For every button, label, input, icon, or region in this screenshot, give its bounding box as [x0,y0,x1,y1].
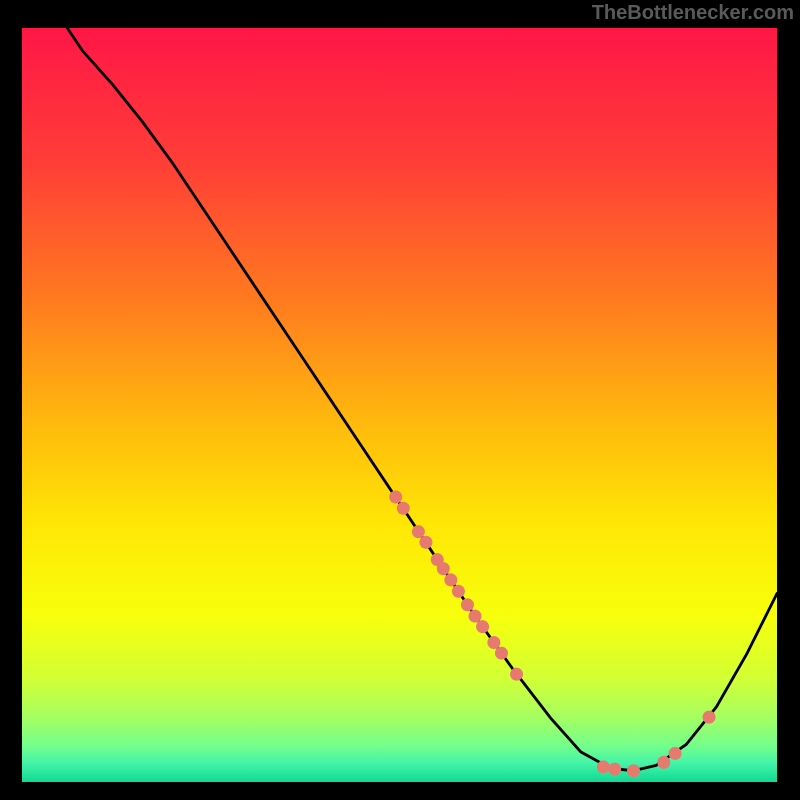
marker-point [419,536,432,549]
marker-point [461,598,474,611]
marker-point [412,525,425,538]
marker-point [452,585,465,598]
marker-point [437,562,450,575]
marker-point [669,747,682,760]
marker-point [510,668,523,681]
marker-point [703,711,716,724]
marker-point [608,763,621,776]
chart-svg [22,28,777,782]
marker-point [657,756,670,769]
watermark-text: TheBottlenecker.com [592,2,794,25]
marker-point [627,764,640,777]
marker-point [487,636,500,649]
marker-point [469,610,482,623]
marker-point [597,760,610,773]
gradient-background [22,28,777,782]
plot-area [22,28,777,782]
marker-point [495,647,508,660]
marker-point [397,502,410,515]
marker-point [389,490,402,503]
marker-point [444,573,457,586]
chart-canvas: TheBottlenecker.com [0,0,800,800]
marker-point [476,620,489,633]
